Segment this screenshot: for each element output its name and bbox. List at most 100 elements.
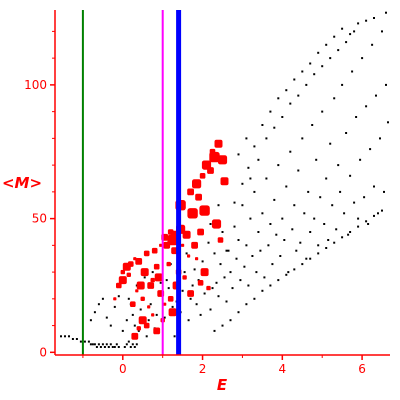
data-point xyxy=(265,177,268,180)
plot-points xyxy=(60,11,389,348)
data-point xyxy=(75,338,78,340)
data-point xyxy=(93,343,96,346)
data-point xyxy=(117,295,120,298)
data-point xyxy=(295,249,298,252)
data-point xyxy=(251,255,254,257)
data-point xyxy=(249,177,252,180)
data-point xyxy=(361,57,364,60)
data-point xyxy=(353,201,356,204)
data-point xyxy=(163,302,167,306)
data-point xyxy=(116,282,122,289)
data-point xyxy=(379,137,381,140)
data-point xyxy=(153,263,160,270)
y-tick-label: 50 xyxy=(32,212,47,226)
data-point xyxy=(87,340,90,343)
data-point xyxy=(255,271,258,274)
data-point xyxy=(125,343,128,346)
data-point xyxy=(151,247,158,254)
data-point xyxy=(113,346,116,348)
data-point xyxy=(113,305,116,308)
data-point xyxy=(181,243,185,247)
data-point xyxy=(387,121,389,124)
data-point xyxy=(359,158,362,161)
data-point xyxy=(217,155,228,165)
data-point xyxy=(267,244,270,247)
data-point xyxy=(136,326,141,331)
data-point xyxy=(325,177,328,180)
data-point xyxy=(383,190,385,193)
vertical-lines xyxy=(81,10,182,355)
data-point xyxy=(341,236,344,239)
data-point xyxy=(313,73,316,76)
data-point xyxy=(377,212,379,215)
data-point xyxy=(341,27,344,30)
data-point xyxy=(147,319,150,322)
data-point xyxy=(127,340,130,343)
data-point xyxy=(195,303,198,306)
data-point xyxy=(307,190,310,193)
data-point xyxy=(333,35,336,38)
data-point xyxy=(201,260,204,263)
data-point xyxy=(277,279,280,282)
data-point xyxy=(185,252,188,255)
data-point xyxy=(120,269,125,275)
data-point xyxy=(227,249,230,252)
data-point xyxy=(373,214,375,217)
data-point xyxy=(181,289,184,292)
data-point xyxy=(285,273,288,276)
data-point xyxy=(197,228,204,236)
data-point xyxy=(293,268,296,271)
data-point xyxy=(253,190,256,193)
data-point xyxy=(215,281,218,284)
data-point xyxy=(245,303,248,306)
data-point xyxy=(249,217,252,220)
data-point xyxy=(317,244,320,247)
data-point xyxy=(135,258,143,265)
data-point xyxy=(365,105,368,108)
data-point xyxy=(247,284,250,287)
data-point xyxy=(357,217,360,220)
data-point xyxy=(329,142,332,145)
data-point xyxy=(325,43,328,46)
data-point xyxy=(289,150,292,153)
data-point xyxy=(365,19,368,22)
data-point xyxy=(233,225,236,228)
data-point xyxy=(371,43,374,46)
data-point xyxy=(297,169,300,172)
data-point xyxy=(209,223,212,225)
data-point xyxy=(275,233,278,236)
data-point xyxy=(139,308,142,311)
data-point xyxy=(261,124,264,126)
data-point xyxy=(163,316,166,319)
data-point xyxy=(167,287,170,290)
data-point xyxy=(191,284,194,287)
data-point xyxy=(285,185,288,188)
data-point xyxy=(253,145,256,148)
data-point xyxy=(187,208,198,219)
data-point xyxy=(367,223,370,225)
data-point xyxy=(319,196,322,199)
data-point xyxy=(207,167,214,174)
data-point xyxy=(351,70,354,73)
data-point xyxy=(237,311,240,314)
data-point xyxy=(206,285,211,291)
data-point xyxy=(243,265,246,268)
data-point xyxy=(95,346,98,348)
data-point xyxy=(235,257,238,260)
data-point xyxy=(123,346,126,348)
data-point xyxy=(103,346,106,348)
data-point xyxy=(213,329,216,332)
data-point xyxy=(101,297,104,300)
data-point xyxy=(385,83,387,86)
data-point xyxy=(166,261,171,267)
data-point xyxy=(269,110,272,113)
data-point xyxy=(137,329,140,332)
data-point xyxy=(91,343,94,346)
data-point xyxy=(323,223,326,225)
data-point xyxy=(209,308,212,311)
data-point xyxy=(289,102,292,105)
data-point xyxy=(182,275,187,280)
data-point xyxy=(68,335,70,338)
data-point xyxy=(163,241,171,249)
data-point xyxy=(225,300,228,303)
